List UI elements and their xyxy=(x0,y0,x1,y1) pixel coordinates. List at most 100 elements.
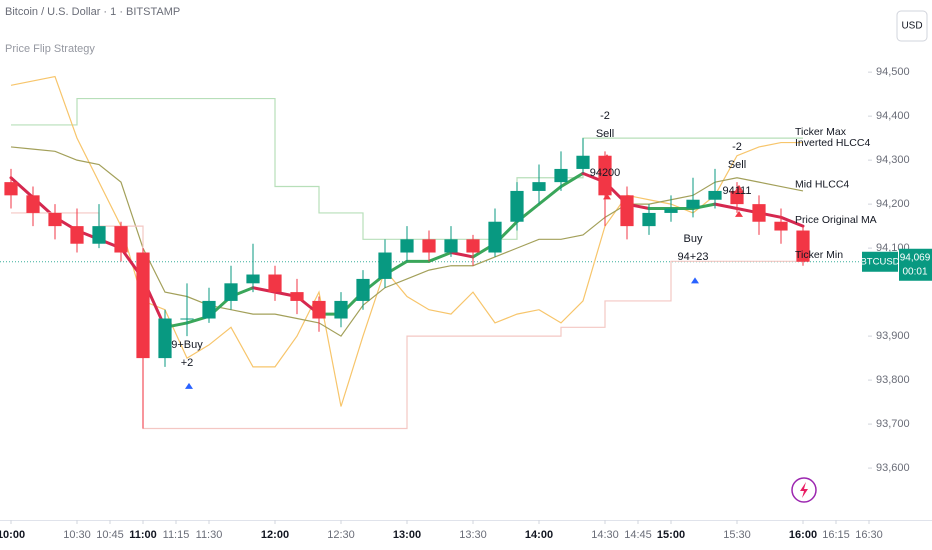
candle-body xyxy=(598,155,612,196)
ma-segment xyxy=(537,185,563,206)
series-label: Ticker Min xyxy=(795,249,843,261)
candle-body xyxy=(466,239,480,253)
candle-body xyxy=(70,226,84,244)
candle-body xyxy=(532,182,546,191)
candle-body xyxy=(334,300,348,319)
candle-body xyxy=(224,283,238,301)
candle-body xyxy=(26,195,40,213)
x-tick-label: 12:30 xyxy=(327,529,355,541)
candle-body xyxy=(114,226,128,253)
y-tick-label: 94,500 xyxy=(876,66,910,78)
annotation-text: +2 xyxy=(181,357,194,369)
annotation-text: Sell xyxy=(728,159,746,171)
candle-body xyxy=(752,204,766,222)
candle-body xyxy=(686,199,700,209)
signal-arrow xyxy=(691,277,699,284)
candle-body xyxy=(4,182,18,196)
x-tick-label: 13:30 xyxy=(459,529,487,541)
x-tick-label: 10:30 xyxy=(63,529,91,541)
plot-area xyxy=(0,75,868,430)
candle-body xyxy=(422,239,436,253)
symbol-label: BTCUSD xyxy=(860,256,899,267)
annotation-text: -2 xyxy=(732,141,742,153)
x-tick-label: 14:45 xyxy=(624,529,652,541)
candle-body xyxy=(48,212,62,227)
signal-arrow xyxy=(185,382,193,389)
x-tick-label: 14:30 xyxy=(591,529,619,541)
signal-arrow xyxy=(735,210,743,217)
chart-subtitle: Price Flip Strategy xyxy=(5,43,95,55)
series-label: Ticker Max xyxy=(795,126,847,138)
candle-body xyxy=(774,221,788,231)
series-line xyxy=(11,97,803,240)
x-tick-label: 13:00 xyxy=(393,529,421,541)
candle-body xyxy=(180,318,194,320)
signal-arrow xyxy=(603,154,611,161)
candle-body xyxy=(444,239,458,253)
x-tick-label: 11:00 xyxy=(129,529,157,541)
ma-segment xyxy=(427,251,453,263)
x-tick-label: 11:30 xyxy=(196,529,223,541)
signal-arrow xyxy=(603,193,611,200)
candle-body xyxy=(730,190,744,205)
candle-body xyxy=(136,252,150,359)
y-tick-label: 94,200 xyxy=(876,198,910,210)
candle-body xyxy=(554,168,568,183)
price-badge xyxy=(899,248,932,281)
x-tick-label: 10:00 xyxy=(0,529,25,541)
series-label: Price Original MA xyxy=(795,214,877,226)
candle-body xyxy=(268,274,282,293)
candle-body xyxy=(576,155,590,169)
signal-arrow xyxy=(735,184,743,191)
alert-bolt[interactable] xyxy=(800,482,808,498)
y-tick-label: 93,800 xyxy=(876,374,910,386)
candle-body xyxy=(290,292,304,301)
chart-title: Bitcoin / U.S. Dollar · 1 · BITSTAMP xyxy=(5,6,180,18)
candle-body xyxy=(642,212,656,227)
series-label: Mid HLCC4 xyxy=(795,179,849,191)
annotation-text: 94200 xyxy=(590,167,621,179)
x-tick-label: 16:00 xyxy=(789,529,817,541)
alert-icon[interactable] xyxy=(791,477,817,503)
x-tick-label: 16:30 xyxy=(855,529,883,541)
x-tick-label: 12:00 xyxy=(261,529,289,541)
y-tick-label: 93,700 xyxy=(876,418,910,430)
annotation-text: 94+23 xyxy=(678,251,709,263)
candle-body xyxy=(378,252,392,279)
currency-button[interactable] xyxy=(896,10,928,42)
ma-segment xyxy=(559,171,585,189)
candle-body xyxy=(664,208,678,213)
candle-body xyxy=(796,230,810,262)
candle-body xyxy=(246,274,260,284)
candle-body xyxy=(510,190,524,222)
candle-body xyxy=(312,300,326,319)
x-tick-label: 15:00 xyxy=(657,529,685,541)
candle-body xyxy=(488,221,502,253)
series-line xyxy=(11,212,803,430)
candle-body xyxy=(400,239,414,253)
annotation-text: -2 xyxy=(600,110,610,122)
candle-body xyxy=(620,195,634,227)
y-tick-label: 94,300 xyxy=(876,154,910,166)
x-tick-label: 11:15 xyxy=(163,529,190,541)
symbol-badge xyxy=(862,251,898,272)
annotation-text: Sell xyxy=(596,128,614,140)
x-tick-label: 10:45 xyxy=(96,529,124,541)
ma-segment xyxy=(713,202,739,211)
x-tick-label: 16:15 xyxy=(822,529,850,541)
annotation-text: Buy xyxy=(684,233,703,245)
ma-segment xyxy=(449,251,475,259)
candle-body xyxy=(708,190,722,200)
y-tick-label: 93,600 xyxy=(876,462,910,474)
currency-label[interactable]: USD xyxy=(901,21,922,32)
y-tick-label: 93,900 xyxy=(876,330,910,342)
x-tick-label: 15:30 xyxy=(723,529,751,541)
series-label: Inverted HLCC4 xyxy=(795,137,870,149)
annotation-text: 94111 xyxy=(723,185,752,197)
annotation-text: 9+Buy xyxy=(171,339,203,351)
candle-body xyxy=(356,278,370,301)
countdown-label: 00:01 xyxy=(902,266,927,277)
